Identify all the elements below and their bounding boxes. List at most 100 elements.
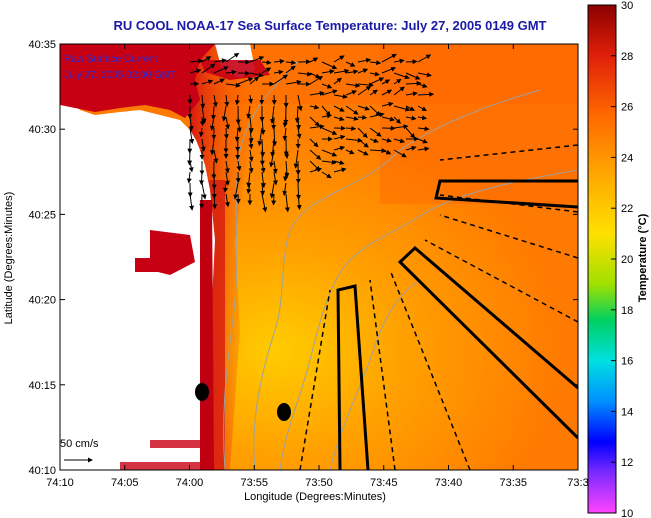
shipping-lane-solid: [336, 179, 578, 470]
current-vector: [224, 193, 230, 208]
current-vector: [357, 57, 372, 63]
current-vector: [369, 89, 378, 96]
current-vector: [272, 160, 278, 174]
current-vector: [321, 69, 335, 75]
current-vector: [282, 116, 288, 128]
current-vector: [309, 75, 324, 85]
current-vector: [296, 193, 302, 211]
current-vector: [293, 149, 299, 169]
current-vector: [235, 138, 241, 152]
x-tick-label: 74:00: [176, 477, 204, 489]
current-vector: [246, 182, 252, 195]
current-vector: [200, 94, 206, 109]
y-tick-label: 40:10: [28, 465, 56, 477]
current-vector: [417, 146, 430, 152]
current-vector: [417, 115, 428, 121]
current-vector: [333, 116, 345, 122]
current-vector: [285, 79, 302, 85]
current-vector: [357, 82, 374, 88]
current-vector: [213, 66, 229, 74]
current-vector: [294, 105, 300, 124]
current-vector: [405, 127, 416, 139]
current-vector: [272, 127, 278, 147]
current-vector: [393, 105, 411, 112]
current-vector: [393, 116, 402, 124]
current-vector: [224, 94, 230, 107]
current-vector: [297, 71, 313, 77]
colorbar-tick-label: 22: [621, 203, 633, 215]
bathymetry-contours: [223, 59, 578, 470]
scale-label: 50 cm/s: [60, 438, 99, 450]
current-vector: [224, 160, 230, 174]
current-vector: [273, 69, 284, 75]
current-vector: [333, 77, 342, 85]
current-vector: [297, 94, 303, 112]
current-vector: [272, 171, 278, 186]
current-vector: [369, 112, 385, 118]
station-marker: [277, 403, 291, 421]
current-vector: [296, 127, 302, 139]
current-vector: [186, 171, 192, 184]
current-vector: [309, 138, 319, 148]
current-vector: [345, 125, 357, 131]
x-tick-label: 73:35: [499, 477, 527, 489]
current-vector: [285, 60, 297, 66]
colorbar-tick-label: 26: [621, 102, 633, 114]
current-vector: [417, 126, 430, 132]
current-vector: [345, 69, 359, 75]
current-vector: [381, 66, 397, 74]
current-vector: [417, 138, 428, 144]
current-vector: [225, 69, 237, 75]
current-vector: [321, 127, 338, 135]
current-vector: [381, 101, 394, 107]
y-tick-label: 40:15: [28, 380, 56, 392]
current-vectors: [186, 52, 435, 213]
current-vector: [393, 58, 405, 64]
current-vector: [201, 105, 207, 124]
current-vector: [269, 149, 275, 168]
current-vector: [200, 138, 206, 152]
current-vector: [345, 82, 361, 88]
x-tick-label: 73:55: [240, 477, 268, 489]
current-vector: [213, 149, 219, 164]
current-vector: [333, 145, 346, 151]
map-title: RU COOL NOAA-17 Sea Surface Temperature:…: [113, 18, 546, 33]
current-vector: [234, 94, 240, 106]
current-vector: [282, 127, 288, 141]
current-vector: [333, 55, 345, 63]
current-vector: [345, 105, 359, 115]
current-vector: [225, 116, 230, 130]
current-vector: [248, 149, 254, 162]
x-tick-label: 74:05: [111, 477, 139, 489]
current-vector: [333, 68, 350, 74]
current-vector: [405, 72, 421, 80]
current-vector: [224, 171, 230, 186]
colorbar-tick-label: 16: [621, 356, 633, 368]
current-vector: [405, 115, 417, 121]
current-vector: [201, 182, 207, 200]
current-vector: [248, 138, 254, 150]
current-vector: [271, 193, 277, 206]
land-upper: [60, 44, 215, 118]
current-vector: [284, 193, 290, 213]
current-vector: [201, 63, 216, 74]
current-vector: [357, 68, 369, 74]
y-tick-label: 40:25: [28, 209, 56, 221]
current-vector: [271, 116, 277, 130]
current-vector: [284, 149, 290, 159]
current-vector: [269, 182, 275, 199]
current-vector: [393, 86, 405, 96]
current-vector: [225, 82, 241, 88]
current-vector: [381, 116, 395, 122]
current-vector: [246, 171, 252, 188]
current-vector: [381, 137, 392, 143]
overlay-line1: Raw Surface Current: [64, 54, 158, 65]
current-vector: [333, 160, 345, 165]
current-vector: [369, 60, 382, 66]
current-vector: [246, 105, 252, 119]
colorbar-ticks: 30 28 26 24 22 20 18 16 14 12 10: [611, 0, 633, 518]
current-vector: [248, 116, 254, 134]
colorbar-tick-label: 14: [621, 406, 633, 418]
current-vector: [309, 90, 325, 96]
